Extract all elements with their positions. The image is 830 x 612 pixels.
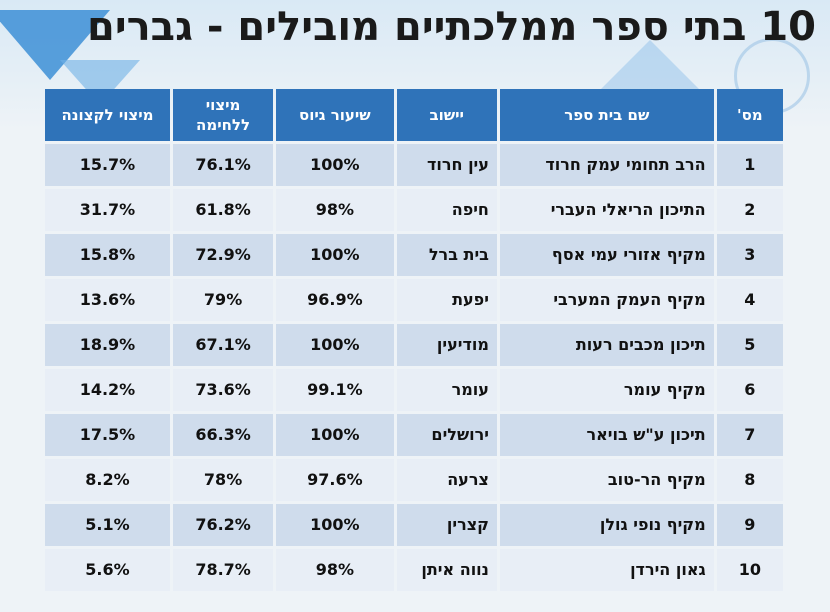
cell-officer: 17.5% <box>45 414 170 456</box>
cell-number: 3 <box>716 234 783 276</box>
table-row: 9 מקיף נופי גולן קצרין 100% 76.2% 5.1% <box>45 504 783 546</box>
cell-officer: 5.6% <box>45 549 170 591</box>
cell-number: 1 <box>716 144 783 186</box>
cell-combat: 76.2% <box>172 504 274 546</box>
column-header-school: שם בית ספר <box>499 89 714 141</box>
cell-officer: 13.6% <box>45 279 170 321</box>
column-header-combat: מיצוי ללחימה <box>172 89 274 141</box>
cell-city: צרעה <box>396 459 497 501</box>
cell-city: יפעת <box>396 279 497 321</box>
cell-enlistment-rate: 97.6% <box>276 459 394 501</box>
cell-number: 8 <box>716 459 783 501</box>
table-row: 6 מקיף עומר עומר 99.1% 73.6% 14.2% <box>45 369 783 411</box>
cell-officer: 5.1% <box>45 504 170 546</box>
cell-officer: 14.2% <box>45 369 170 411</box>
cell-school-name: מקיף הר-טוב <box>499 459 714 501</box>
cell-officer: 8.2% <box>45 459 170 501</box>
cell-city: ירושלים <box>396 414 497 456</box>
column-header-officer: מיצוי לקצונה <box>45 89 170 141</box>
table-row: 10 גאון הירדן נווה איתן 98% 78.7% 5.6% <box>45 549 783 591</box>
cell-combat: 79% <box>172 279 274 321</box>
cell-city: מודיעין <box>396 324 497 366</box>
table-row: 4 מקיף העמק המערבי יפעת 96.9% 79% 13.6% <box>45 279 783 321</box>
cell-school-name: מקיף העמק המערבי <box>499 279 714 321</box>
cell-school-name: תיכון ע"ש בויאר <box>499 414 714 456</box>
column-header-enlistment-rate: שיעור גיוס <box>276 89 394 141</box>
cell-city: נווה איתן <box>396 549 497 591</box>
cell-school-name: הרב תחומי עמק חרוד <box>499 144 714 186</box>
table-row: 8 מקיף הר-טוב צרעה 97.6% 78% 8.2% <box>45 459 783 501</box>
cell-number: 9 <box>716 504 783 546</box>
cell-enlistment-rate: 99.1% <box>276 369 394 411</box>
cell-combat: 67.1% <box>172 324 274 366</box>
cell-school-name: מקיף עומר <box>499 369 714 411</box>
cell-enlistment-rate: 100% <box>276 324 394 366</box>
cell-officer: 31.7% <box>45 189 170 231</box>
cell-officer: 18.9% <box>45 324 170 366</box>
cell-number: 6 <box>716 369 783 411</box>
cell-officer: 15.7% <box>45 144 170 186</box>
cell-school-name: תיכון מכבים רעות <box>499 324 714 366</box>
cell-school-name: התיכון הריאלי העברי <box>499 189 714 231</box>
cell-city: קצרין <box>396 504 497 546</box>
table-header-row: מס' שם בית ספר יישוב שיעור גיוס מיצוי לל… <box>45 89 783 141</box>
cell-enlistment-rate: 100% <box>276 414 394 456</box>
cell-combat: 78.7% <box>172 549 274 591</box>
cell-combat: 61.8% <box>172 189 274 231</box>
table-row: 5 תיכון מכבים רעות מודיעין 100% 67.1% 18.9% <box>45 324 783 366</box>
cell-enlistment-rate: 98% <box>276 549 394 591</box>
cell-enlistment-rate: 96.9% <box>276 279 394 321</box>
cell-combat: 72.9% <box>172 234 274 276</box>
table-row: 7 תיכון ע"ש בויאר ירושלים 100% 66.3% 17.5% <box>45 414 783 456</box>
cell-city: חיפה <box>396 189 497 231</box>
cell-school-name: מקיף אזורי עמי אסף <box>499 234 714 276</box>
cell-school-name: מקיף נופי גולן <box>499 504 714 546</box>
cell-city: עין חרוד <box>396 144 497 186</box>
cell-number: 5 <box>716 324 783 366</box>
cell-enlistment-rate: 100% <box>276 234 394 276</box>
cell-combat: 78% <box>172 459 274 501</box>
table-row: 1 הרב תחומי עמק חרוד עין חרוד 100% 76.1% 15.7… <box>45 144 783 186</box>
cell-combat: 73.6% <box>172 369 274 411</box>
cell-school-name: גאון הירדן <box>499 549 714 591</box>
table-row: 2 התיכון הריאלי העברי חיפה 98% 61.8% 31.7% <box>45 189 783 231</box>
cell-number: 4 <box>716 279 783 321</box>
cell-number: 7 <box>716 414 783 456</box>
column-header-number: מס' <box>716 89 783 141</box>
table-row: 3 מקיף אזורי עמי אסף בית ברל 100% 72.9% 15.8% <box>45 234 783 276</box>
cell-city: בית ברל <box>396 234 497 276</box>
column-header-city: יישוב <box>396 89 497 141</box>
cell-combat: 76.1% <box>172 144 274 186</box>
page-title: 10 בתי ספר ממלכתיים מובילים - גברים <box>86 4 816 50</box>
cell-city: עומר <box>396 369 497 411</box>
cell-number: 10 <box>716 549 783 591</box>
cell-number: 2 <box>716 189 783 231</box>
schools-table: מס' שם בית ספר יישוב שיעור גיוס מיצוי לל… <box>42 86 786 594</box>
cell-enlistment-rate: 100% <box>276 144 394 186</box>
cell-combat: 66.3% <box>172 414 274 456</box>
cell-officer: 15.8% <box>45 234 170 276</box>
cell-enlistment-rate: 98% <box>276 189 394 231</box>
cell-enlistment-rate: 100% <box>276 504 394 546</box>
decorative-triangle <box>600 40 700 90</box>
